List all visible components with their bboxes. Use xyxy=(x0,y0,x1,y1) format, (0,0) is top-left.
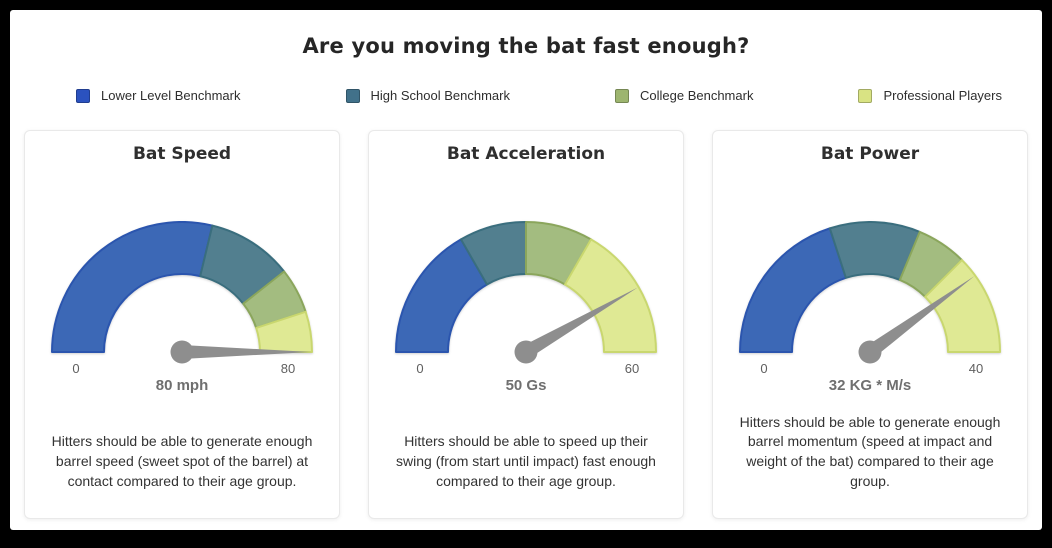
high-school-color-swatch xyxy=(345,88,360,103)
benchmark-legend: Lower Level Benchmark High School Benchm… xyxy=(76,88,1002,103)
gauge-max-tick: 40 xyxy=(969,361,983,376)
gauge-title: Bat Power xyxy=(820,144,920,164)
gauge-description: Hitters should be able to speed up their… xyxy=(396,433,656,490)
legend-item-lower-level: Lower Level Benchmark xyxy=(76,88,240,103)
legend-item-professional: Professional Players xyxy=(858,88,1002,103)
legend-label: College Benchmark xyxy=(640,88,754,103)
gauge-segment-3 xyxy=(924,259,1001,353)
dashboard-panel: Are you moving the bat fast enough? Lowe… xyxy=(10,10,1042,530)
gauge-value-label: 80 mph xyxy=(156,377,209,394)
gauge-min-tick: 0 xyxy=(72,361,79,376)
professional-color-swatch xyxy=(858,88,873,103)
gauge-arc xyxy=(739,221,1001,353)
college-color-swatch xyxy=(615,88,629,103)
gauge-needle-hub xyxy=(858,340,882,364)
gauge-description: Hitters should be able to generate enoug… xyxy=(51,433,313,490)
gauge-segment-3 xyxy=(564,238,657,353)
page-title: Are you moving the bat fast enough? xyxy=(302,34,750,58)
gauge-arc xyxy=(51,221,313,353)
gauge-segment-0 xyxy=(51,221,214,353)
gauge-cards-row: Bat Speed 0 80 80 mph Hitters should be ab… xyxy=(24,130,1028,519)
gauge-needle xyxy=(182,345,311,359)
gauge-value-label: 32 KG * M/s xyxy=(829,377,912,394)
gauge-title: Bat Acceleration xyxy=(446,144,606,164)
bat-speed-card: Bat Speed 0 80 80 mph Hitters should be ab… xyxy=(24,130,340,519)
gauge-description: Hitters should be able to generate enoug… xyxy=(739,413,1001,490)
gauge-needle xyxy=(522,287,638,359)
gauge-needle xyxy=(865,276,975,358)
lower-level-color-swatch xyxy=(76,88,90,103)
legend-label: High School Benchmark xyxy=(370,88,510,103)
gauge-segment-0 xyxy=(739,227,847,353)
gauge-arc xyxy=(395,221,657,353)
gauge-max-tick: 60 xyxy=(625,361,639,376)
gauge-max-tick: 80 xyxy=(281,361,295,376)
gauge-needle-hub xyxy=(514,340,538,364)
gauge-value-label: 50 Gs xyxy=(506,377,547,394)
legend-label: Professional Players xyxy=(883,88,1002,103)
legend-label: Lower Level Benchmark xyxy=(101,88,241,103)
bat-speed-gauge: 0 80 80 mph xyxy=(51,221,313,394)
legend-item-college: College Benchmark xyxy=(615,88,753,103)
gauge-needle-hub xyxy=(170,340,194,364)
bat-acceleration-card: Bat Acceleration 0 60 50 Gs Hitters should… xyxy=(368,130,684,519)
gauge-min-tick: 0 xyxy=(416,361,423,376)
gauge-title: Bat Speed xyxy=(132,144,232,164)
gauge-min-tick: 0 xyxy=(760,361,767,376)
bat-power-gauge: 0 40 32 KG * M/s xyxy=(739,221,1001,394)
bat-acceleration-gauge: 0 60 50 Gs xyxy=(395,221,657,394)
legend-item-high-school: High School Benchmark xyxy=(345,88,510,103)
bat-power-card: Bat Power 0 40 32 KG * M/s Hitters should … xyxy=(712,130,1028,519)
